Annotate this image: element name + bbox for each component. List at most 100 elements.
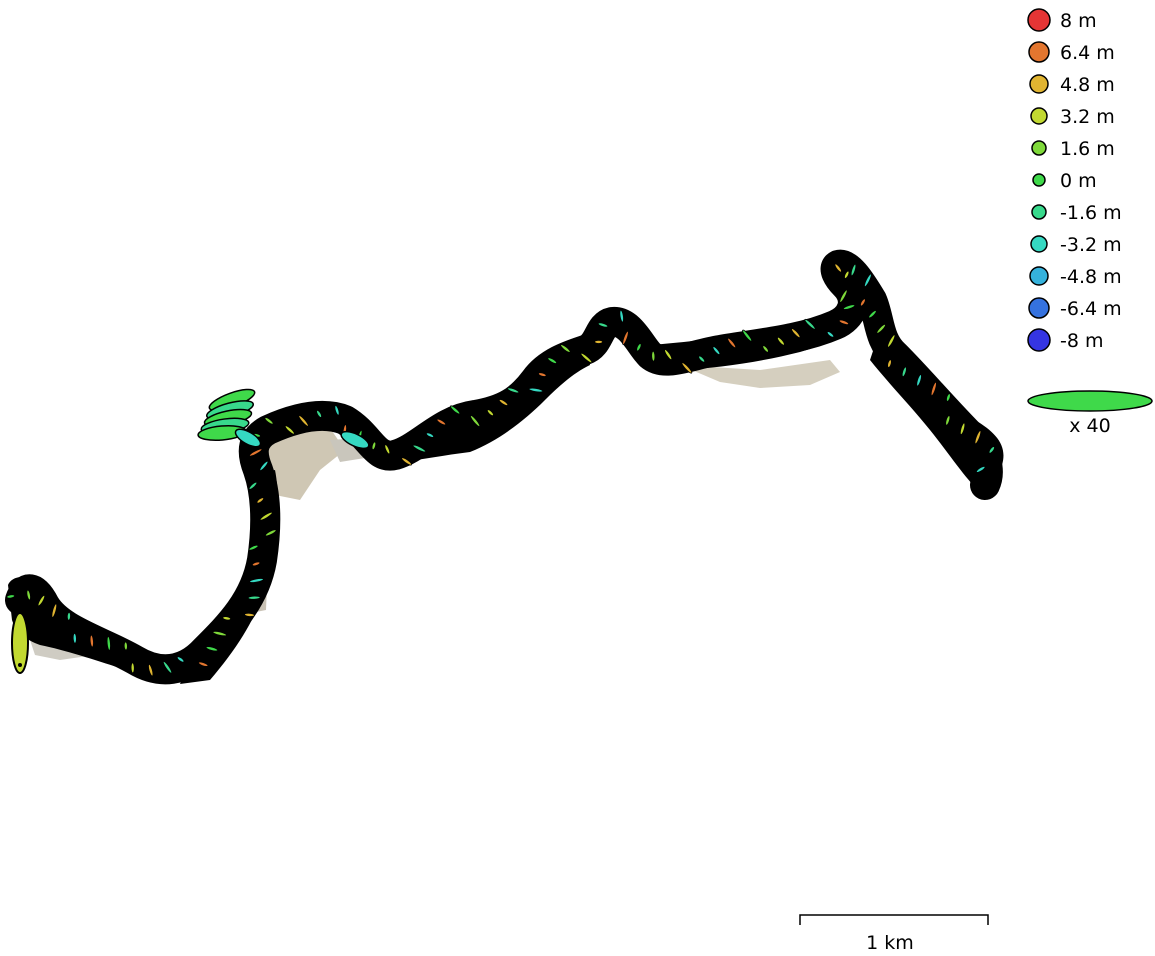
track-fan-north-east bbox=[645, 305, 860, 370]
error-scale-label: x 40 bbox=[1069, 415, 1110, 437]
camera-ellipse-fragment bbox=[804, 318, 816, 330]
legend-label: -6.4 m bbox=[1060, 298, 1122, 320]
camera-ellipse-fragment bbox=[844, 270, 850, 279]
camera-ellipse-fragment bbox=[259, 460, 269, 471]
camera-ellipse-fragment bbox=[975, 466, 986, 473]
camera-ellipse-fragment bbox=[89, 634, 94, 648]
track-fan-south-curve bbox=[180, 470, 278, 684]
camera-ellipse-fragment bbox=[727, 337, 737, 349]
camera-ellipse-fragment bbox=[528, 387, 544, 393]
camera-ellipse-fragment bbox=[988, 446, 995, 454]
camera-ellipse-fragment bbox=[249, 578, 264, 583]
camera-ellipse-fragment bbox=[284, 425, 295, 435]
legend-label: 1.6 m bbox=[1060, 138, 1115, 160]
camera-ellipse-fragment bbox=[6, 594, 16, 599]
camera-ellipse-fragment bbox=[887, 334, 896, 348]
camera-ellipse-fragment bbox=[123, 641, 128, 651]
legend-swatch bbox=[1029, 74, 1049, 94]
camera-ellipse-fragment bbox=[698, 355, 706, 363]
camera-ellipse-fragment bbox=[864, 273, 872, 288]
camera-ellipse-fragment bbox=[384, 444, 391, 455]
legend-swatch bbox=[1027, 328, 1051, 352]
camera-ellipse-fragment bbox=[597, 322, 609, 328]
camera-ellipse-fragment bbox=[450, 405, 461, 415]
camera-ellipse-fragment bbox=[425, 432, 435, 438]
legend: 8 m 6.4 m 4.8 m 3.2 m 1.6 m 0 m -1.6 m -3.2 m -4… bbox=[1027, 8, 1122, 352]
camera-ellipse-fragment bbox=[66, 611, 71, 621]
camera-ellipse-fragment bbox=[298, 415, 309, 427]
camera-ellipse-fragment bbox=[850, 263, 857, 277]
camera-ellipse-fragment bbox=[930, 381, 937, 396]
camera-ellipse-fragment bbox=[176, 656, 185, 663]
camera-ellipse-fragment bbox=[248, 481, 258, 490]
camera-ellipse-fragment bbox=[244, 612, 255, 617]
camera-ellipse-fragment bbox=[316, 409, 322, 418]
camera-ellipse-fragment bbox=[860, 298, 866, 307]
legend-label: -8 m bbox=[1060, 330, 1104, 352]
camera-ellipse-fragment bbox=[265, 529, 277, 537]
camera-ellipse-fragment bbox=[470, 415, 481, 427]
scale-bar-label: 1 km bbox=[866, 932, 914, 954]
camera-ellipse-fragment bbox=[205, 646, 219, 652]
camera-ellipse-fragment bbox=[839, 289, 848, 303]
camera-ellipse-fragment bbox=[712, 346, 721, 355]
legend-swatch bbox=[1028, 41, 1050, 63]
camera-ellipse-fragment bbox=[72, 632, 77, 644]
scale-bar: 1 km bbox=[799, 914, 989, 954]
camera-ellipse-fragment bbox=[37, 594, 46, 607]
camera-ellipse-fragment bbox=[594, 339, 603, 344]
scale-bar-line bbox=[799, 914, 989, 925]
error-scale-ellipse bbox=[1027, 390, 1153, 412]
camera-ellipse-fragment bbox=[826, 331, 835, 338]
camera-ellipse-fragment bbox=[106, 636, 111, 651]
camera-ellipse-fragment bbox=[887, 359, 892, 368]
camera-ellipse bbox=[234, 428, 262, 448]
camera-ellipse-fragment bbox=[371, 441, 377, 451]
camera-ellipse-fragment bbox=[876, 323, 886, 334]
camera-ellipse bbox=[11, 612, 29, 674]
camera-ellipse-fragment bbox=[664, 349, 673, 361]
camera-ellipse-fragment bbox=[842, 304, 856, 310]
legend-label: -4.8 m bbox=[1060, 266, 1122, 288]
track-fan-middle bbox=[395, 342, 590, 462]
camera-ellipse-fragment bbox=[148, 664, 154, 677]
camera-ellipse-fragment bbox=[777, 336, 785, 346]
camera-ellipse-fragment bbox=[264, 417, 274, 425]
camera-ellipse-fragment bbox=[838, 319, 850, 325]
camera-ellipse-fragment bbox=[51, 603, 58, 618]
camera-ellipse-fragment bbox=[974, 430, 982, 445]
camera-track bbox=[5, 249, 1004, 685]
legend-swatch bbox=[1028, 297, 1050, 319]
camera-ellipse-fragment bbox=[401, 457, 413, 466]
outlier-ellipses-west bbox=[197, 388, 370, 450]
camera-ellipse-fragment bbox=[198, 661, 209, 667]
camera-ellipse-fragment bbox=[248, 544, 259, 551]
camera-ellipse-fragment bbox=[130, 662, 135, 674]
camera-ellipse-fragment bbox=[791, 328, 801, 339]
camera-ellipse-fragment bbox=[945, 415, 951, 426]
legend-label: 4.8 m bbox=[1060, 74, 1115, 96]
camera-ellipse-fragment bbox=[212, 630, 227, 637]
camera-ellipse-fragment bbox=[916, 374, 922, 387]
legend-swatch bbox=[1031, 204, 1047, 220]
camera-ellipse-fragment bbox=[651, 350, 656, 362]
legend-swatch bbox=[1029, 266, 1049, 286]
track-fan-west bbox=[8, 576, 130, 668]
camera-ellipse-fragment bbox=[619, 309, 624, 323]
camera-ellipse-fragment bbox=[498, 399, 509, 406]
legend-swatch bbox=[1027, 8, 1051, 32]
camera-ellipse-fragment bbox=[507, 387, 520, 394]
camera-ellipse bbox=[340, 430, 370, 450]
camera-ellipse-fragment bbox=[762, 345, 769, 353]
legend-swatch bbox=[1030, 235, 1048, 253]
outlier-ellipse-west-tip bbox=[11, 612, 29, 674]
legend-swatch bbox=[1030, 107, 1048, 125]
legend-label: 0 m bbox=[1060, 170, 1097, 192]
camera-ellipse-fragment bbox=[256, 497, 265, 504]
camera-ellipse-fragment bbox=[249, 448, 263, 457]
legend-swatch bbox=[1032, 173, 1046, 187]
camera-ellipse-fragment bbox=[560, 344, 571, 353]
legend-label: -3.2 m bbox=[1060, 234, 1122, 256]
error-scale: x 40 bbox=[1027, 390, 1153, 437]
